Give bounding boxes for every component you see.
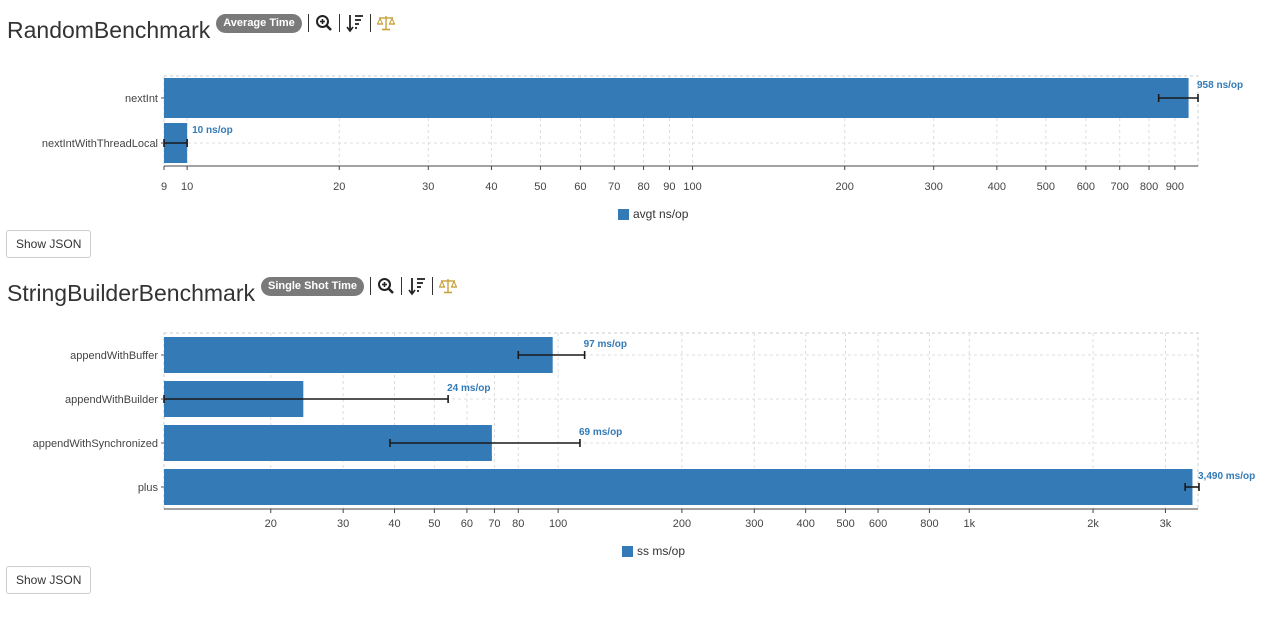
bar-chart-stringbuilder: 97 ms/op appendWithBuffer 24 ms/op appendWi… [33, 332, 1255, 530]
x-tick-label: 30 [422, 181, 434, 193]
mode-badge: Average Time [216, 14, 302, 33]
x-tick-label: 30 [337, 518, 349, 530]
x-tick-label: 50 [428, 518, 440, 530]
toolbar-separator [370, 277, 372, 295]
x-tick-label: 300 [745, 518, 763, 530]
x-tick-label: 3k [1160, 518, 1172, 530]
bar-chart-random: 958 ns/op nextInt 10 ns/op nextIntWithThrea… [42, 75, 1243, 193]
x-tick-label: 70 [608, 181, 620, 193]
category-label: plus [138, 482, 159, 494]
x-tick-label: 600 [1077, 181, 1095, 193]
category-label: nextInt [125, 93, 158, 105]
x-tick-label: 200 [836, 181, 854, 193]
x-tick-label: 20 [265, 518, 277, 530]
plot-frame [163, 332, 1199, 510]
bar [164, 78, 1189, 118]
toolbar-separator [369, 14, 371, 32]
bar [164, 469, 1193, 505]
x-tick-label: 80 [637, 181, 649, 193]
x-tick-label: 9 [161, 181, 167, 193]
chart-legend: avgt ns/op [618, 207, 688, 221]
category-label: appendWithBuffer [70, 350, 158, 362]
x-tick-label: 1k [963, 518, 975, 530]
x-tick-label: 50 [534, 181, 546, 193]
data-label: 24 ms/op [447, 383, 490, 394]
balance-scale-icon[interactable] [376, 13, 395, 33]
x-tick-label: 200 [673, 518, 691, 530]
x-tick-label: 300 [925, 181, 943, 193]
legend-label: ss ms/op [637, 544, 686, 558]
x-tick-label: 700 [1111, 181, 1129, 193]
category-label: nextIntWithThreadLocal [42, 138, 158, 150]
x-tick-label: 80 [512, 518, 524, 530]
benchmark-header: StringBuilderBenchmark Single Shot Time [7, 276, 458, 306]
benchmark-header: RandomBenchmark Average Time [7, 13, 395, 43]
benchmark-title: RandomBenchmark [7, 17, 211, 43]
zoom-in-icon[interactable] [315, 13, 333, 33]
category-label: appendWithBuilder [65, 394, 158, 406]
x-tick-label: 400 [796, 518, 814, 530]
benchmark-section-stringbuilder: StringBuilderBenchmark Single Shot Time … [0, 262, 1270, 612]
x-tick-label: 600 [869, 518, 887, 530]
chart-legend: ss ms/op [622, 544, 685, 558]
data-label: 10 ns/op [192, 125, 233, 136]
toolbar-separator [307, 14, 309, 32]
data-label: 3,490 ms/op [1198, 471, 1255, 482]
x-tick-label: 800 [920, 518, 938, 530]
x-tick-label: 2k [1087, 518, 1099, 530]
benchmark-title: StringBuilderBenchmark [7, 280, 256, 306]
balance-scale-icon[interactable] [439, 276, 458, 296]
data-label: 69 ms/op [579, 427, 622, 438]
sort-descending-icon[interactable] [408, 276, 426, 296]
data-label: 958 ns/op [1197, 80, 1243, 91]
x-tick-label: 10 [181, 181, 193, 193]
x-tick-label: 500 [836, 518, 854, 530]
zoom-in-icon[interactable] [377, 276, 395, 296]
x-tick-label: 500 [1037, 181, 1055, 193]
show-json-button[interactable]: Show JSON [6, 566, 92, 594]
benchmark-section-random: RandomBenchmark Average Time 958 ns/op ne… [0, 0, 1270, 262]
mode-badge: Single Shot Time [261, 277, 365, 296]
show-json-button[interactable]: Show JSON [6, 230, 92, 258]
data-label: 97 ms/op [584, 339, 627, 350]
toolbar-separator [432, 277, 434, 295]
legend-swatch [622, 545, 633, 557]
x-tick-label: 400 [988, 181, 1006, 193]
toolbar-separator [401, 277, 403, 295]
x-tick-label: 100 [683, 181, 701, 193]
x-tick-label: 60 [461, 518, 473, 530]
legend-label: avgt ns/op [633, 207, 689, 221]
x-tick-label: 900 [1166, 181, 1184, 193]
legend-swatch [618, 208, 629, 220]
x-tick-label: 70 [488, 518, 500, 530]
x-tick-label: 40 [388, 518, 400, 530]
category-label: appendWithSynchronized [33, 438, 158, 450]
x-tick-label: 800 [1140, 181, 1158, 193]
toolbar-separator [338, 14, 340, 32]
x-tick-label: 20 [333, 181, 345, 193]
x-tick-label: 100 [549, 518, 567, 530]
bar [164, 337, 553, 373]
x-tick-label: 40 [485, 181, 497, 193]
sort-descending-icon[interactable] [346, 13, 364, 33]
x-tick-label: 60 [574, 181, 586, 193]
x-tick-label: 90 [663, 181, 675, 193]
